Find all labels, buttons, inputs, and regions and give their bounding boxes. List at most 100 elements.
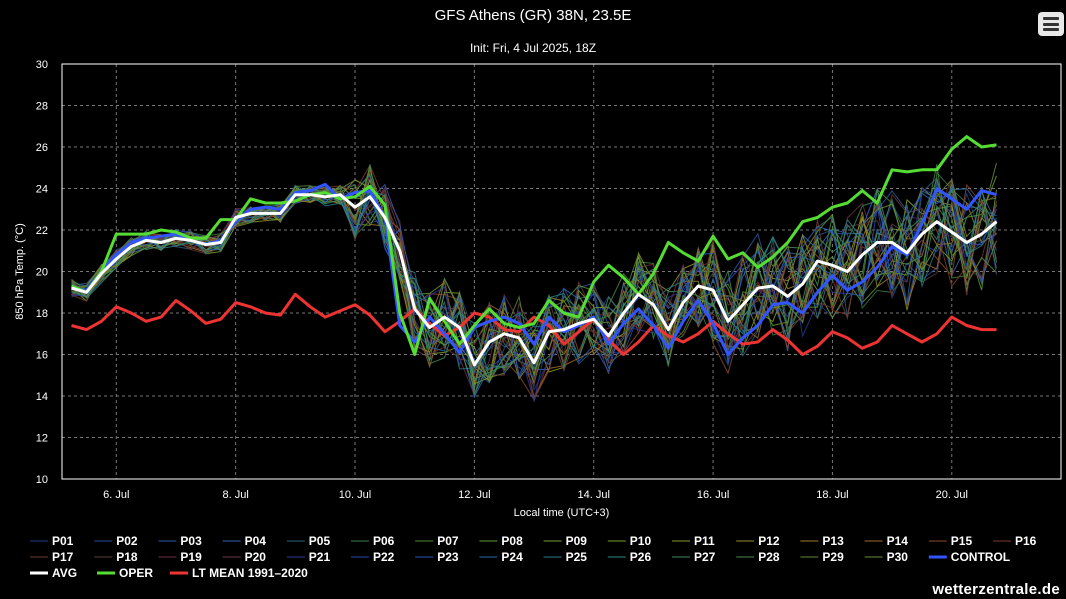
y-tick-label: 22	[36, 225, 48, 237]
legend-label: P30	[887, 550, 909, 564]
x-tick-label: 10. Jul	[339, 489, 371, 501]
legend-label: P11	[694, 534, 715, 548]
legend-label: P20	[245, 550, 267, 564]
series-line-avg	[71, 193, 998, 367]
legend-item[interactable]: P27	[672, 550, 716, 564]
legend-label: P13	[822, 534, 844, 548]
legend-item[interactable]: P21	[286, 550, 331, 564]
legend-label: P27	[694, 550, 716, 564]
legend-label: P28	[758, 550, 780, 564]
member-line-P28	[71, 173, 997, 380]
legend-item[interactable]: P26	[607, 550, 652, 564]
axis-ticks: 10 12 14 16 18 20 22 24 26 28 30 6. Jul 8. Jul 10. Ju…	[36, 59, 968, 501]
chart-title: GFS Athens (GR) 38N, 23.5E	[434, 7, 632, 24]
legend-item[interactable]: P03	[158, 534, 202, 548]
legend-item[interactable]: P13	[800, 534, 844, 548]
x-axis-label: Local time (UTC+3)	[514, 507, 610, 519]
legend-label: AVG	[52, 566, 77, 580]
legend-item[interactable]: P18	[94, 550, 138, 564]
legend-label: P26	[630, 550, 652, 564]
legend-item[interactable]: P25	[543, 550, 588, 564]
legend-label: P03	[180, 534, 202, 548]
y-tick-label: 20	[36, 267, 48, 279]
series-line-oper	[70, 135, 997, 356]
legend-item[interactable]: P29	[800, 550, 844, 564]
legend-item[interactable]: P19	[158, 550, 202, 564]
x-tick-label: 6. Jul	[103, 489, 129, 501]
legend-item[interactable]: P23	[415, 550, 459, 564]
y-tick-label: 10	[36, 474, 48, 486]
legend-item[interactable]: LT MEAN 1991–2020	[170, 566, 308, 580]
x-tick-label: 16. Jul	[697, 489, 729, 501]
legend-item[interactable]: P04	[222, 534, 267, 548]
legend-item[interactable]: P08	[479, 534, 523, 548]
legend-label: P19	[180, 550, 202, 564]
legend-item[interactable]: P28	[736, 550, 780, 564]
legend-item[interactable]: P06	[351, 534, 395, 548]
legend-item[interactable]: OPER	[97, 566, 153, 580]
y-tick-label: 24	[36, 184, 48, 196]
member-line-P29	[71, 166, 997, 390]
legend-label: P22	[373, 550, 395, 564]
legend-label: P17	[52, 550, 74, 564]
legend-label: P29	[822, 550, 844, 564]
member-line-P24	[71, 188, 997, 399]
legend-label: P24	[501, 550, 523, 564]
legend-item[interactable]: P16	[993, 534, 1037, 548]
legend-label: P18	[116, 550, 138, 564]
legend-label: P09	[566, 534, 588, 548]
legend-item[interactable]: CONTROL	[928, 550, 1010, 564]
legend-item[interactable]: P02	[94, 534, 138, 548]
hamburger-icon	[1043, 22, 1059, 26]
x-tick-label: 8. Jul	[223, 489, 249, 501]
legend-item[interactable]: P10	[607, 534, 652, 548]
legend-item[interactable]: P07	[415, 534, 459, 548]
legend-label: P16	[1015, 534, 1037, 548]
x-tick-label: 14. Jul	[578, 489, 610, 501]
legend-label: P06	[373, 534, 395, 548]
legend-label: P04	[245, 534, 267, 548]
legend-item[interactable]: P12	[736, 534, 780, 548]
series-line-lt-mean-1991-2020	[71, 292, 997, 356]
member-line-P26	[71, 186, 997, 379]
chart-menu-button[interactable]	[1038, 12, 1064, 36]
legend-label: CONTROL	[951, 550, 1010, 564]
legend-label: P14	[887, 534, 909, 548]
legend-label: P07	[437, 534, 459, 548]
legend-label: P01	[52, 534, 74, 548]
legend-label: P23	[437, 550, 459, 564]
legend-item[interactable]: AVG	[30, 566, 77, 580]
x-tick-label: 12. Jul	[458, 489, 490, 501]
legend-item[interactable]: P11	[672, 534, 715, 548]
y-tick-label: 28	[36, 101, 48, 113]
legend: P01 P02 P03 P04 P05 P06 P07 P08 P09 P10 P11 P12 P13 P…	[30, 534, 1037, 580]
y-axis-label: 850 hPa Temp. (°C)	[14, 223, 26, 320]
legend-item[interactable]: P14	[864, 534, 909, 548]
legend-item[interactable]: P20	[222, 550, 267, 564]
hamburger-icon	[1043, 17, 1059, 20]
legend-item[interactable]: P05	[286, 534, 331, 548]
y-tick-label: 18	[36, 308, 48, 320]
legend-item[interactable]: P15	[928, 534, 973, 548]
legend-item[interactable]: P09	[543, 534, 588, 548]
chart-subtitle: Init: Fri, 4 Jul 2025, 18Z	[469, 41, 597, 55]
legend-label: LT MEAN 1991–2020	[192, 566, 308, 580]
legend-label: P02	[116, 534, 138, 548]
legend-label: P21	[309, 550, 331, 564]
y-tick-label: 16	[36, 350, 48, 362]
legend-label: P12	[758, 534, 780, 548]
legend-item[interactable]: P24	[479, 550, 523, 564]
ensemble-members	[71, 162, 997, 403]
legend-label: P08	[501, 534, 523, 548]
legend-label: P05	[309, 534, 331, 548]
member-line-P10	[71, 187, 997, 385]
legend-item[interactable]: P01	[30, 534, 74, 548]
member-line-P04	[71, 191, 997, 397]
x-tick-label: 18. Jul	[816, 489, 848, 501]
legend-item[interactable]: P22	[351, 550, 395, 564]
legend-item[interactable]: P30	[864, 550, 909, 564]
legend-label: P25	[566, 550, 588, 564]
legend-label: OPER	[119, 566, 153, 580]
legend-item[interactable]: P17	[30, 550, 74, 564]
